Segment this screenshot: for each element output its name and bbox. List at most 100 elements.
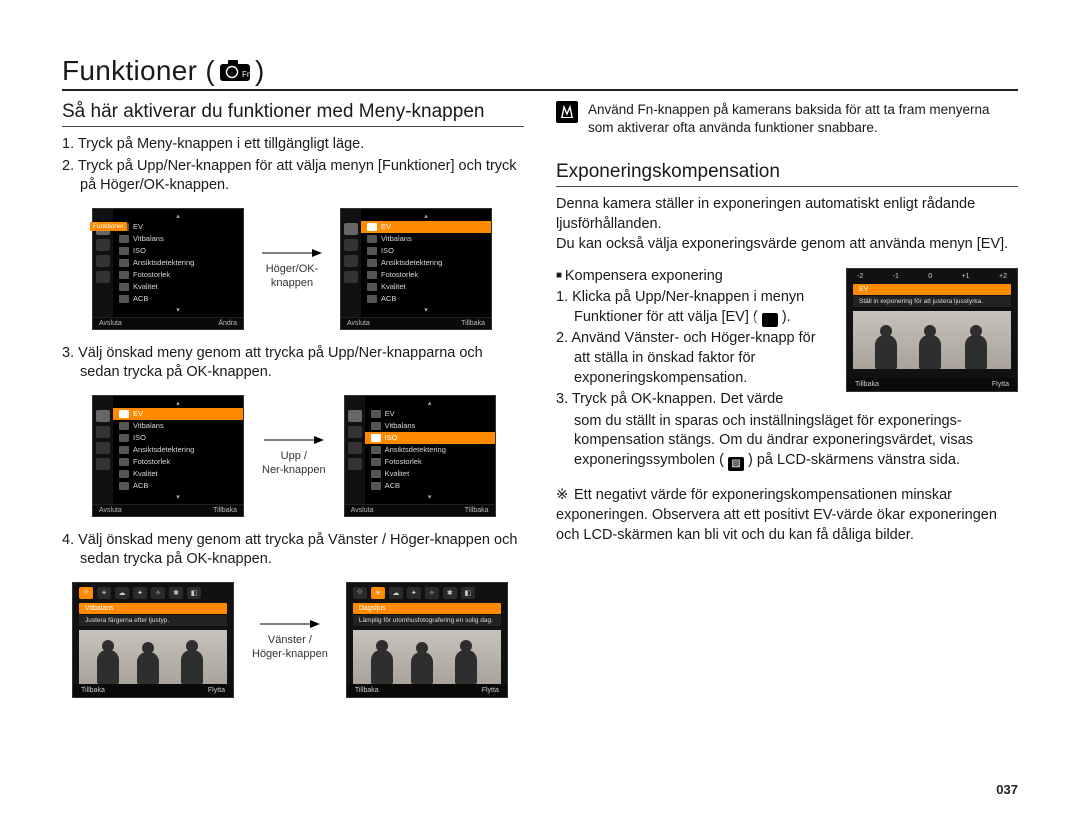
ev-step-3a: 3. Tryck på OK-knappen. Det värde — [574, 390, 830, 410]
menu-caret-icon: ▴ — [361, 211, 491, 221]
menu-item-label: EV — [381, 222, 391, 231]
wb-icon: ✦ — [133, 587, 147, 599]
footer-left: Tillbaka — [855, 381, 879, 388]
footer-left: Avsluta — [99, 320, 122, 327]
menu-item-label: Vitbalans — [381, 234, 412, 243]
menu-caret-icon: ▴ — [113, 211, 243, 221]
menu-item-label: ACB — [133, 294, 148, 303]
wb-icon: ☁ — [115, 587, 129, 599]
menu-item-label: ISO — [133, 433, 146, 442]
menu-item-label: Vitbalans — [385, 421, 416, 430]
step-1: 1. Tryck på Meny-knappen i ett tillgängl… — [80, 135, 524, 155]
footer-left: Tillbaka — [355, 687, 379, 694]
sidebar-highlight-label: Funktioner — [90, 222, 127, 231]
footer-right: Flytta — [482, 687, 499, 694]
ev-step-2: 2. Använd Vänster- och Höger-knapp för a… — [574, 329, 830, 388]
photo-hint: Lämplig för utomhusfotografering en soli… — [353, 615, 501, 626]
wb-icon: ✱ — [443, 587, 457, 599]
menu-item-label: Fotostorlek — [381, 270, 418, 279]
photo-screenshot-f: ⟐ ☀ ☁ ✦ ✧ ✱ ◧ Dagsljus Lämplig för utomh… — [346, 582, 508, 698]
ev-scale: -2 — [857, 273, 863, 280]
info-note-icon — [556, 101, 578, 123]
right-column: Använd Fn-knappen på kamerans baksida fö… — [556, 101, 1018, 712]
photo-screenshot-e: ⟐ ☀ ☁ ✦ ✧ ✱ ◧ Vitbalans Justera färgerna… — [72, 582, 234, 698]
menu-item-label: ISO — [133, 246, 146, 255]
side-icon — [344, 223, 358, 235]
ev-hint: Ställ in exponering för att justera ljus… — [853, 296, 1011, 307]
menu-screenshot-c: ▴ EV Vitbalans ISO Ansiktsdetektering Fo… — [92, 395, 244, 517]
menu-item-label: ISO — [381, 246, 394, 255]
footer-left: Avsluta — [99, 507, 122, 514]
menu-item-label: Ansiktsdetektering — [133, 445, 194, 454]
wb-icon: ◧ — [461, 587, 475, 599]
info-box: Använd Fn-knappen på kamerans baksida fö… — [556, 101, 1018, 137]
menu-item-label: Kvalitet — [385, 469, 410, 478]
side-icon — [344, 271, 358, 283]
menu-item-label: Kvalitet — [133, 469, 158, 478]
bullet-heading: Kompensera exponering — [556, 268, 830, 284]
menu-item-label: EV — [133, 409, 143, 418]
arrow-label: Upp / — [281, 450, 307, 464]
side-icon — [96, 255, 110, 267]
arrow-up-down: Upp / Ner-knappen — [262, 434, 326, 478]
ev-scale: +1 — [962, 273, 970, 280]
left-column: Så här aktiverar du funktioner med Meny-… — [62, 101, 524, 712]
footer-right: Tillbaka — [213, 507, 237, 514]
right-heading: Exponeringskompensation — [556, 161, 1018, 187]
arrow-label: knappen — [271, 277, 313, 291]
figure-row-3: ⟐ ☀ ☁ ✦ ✧ ✱ ◧ Vitbalans Justera färgerna… — [72, 582, 524, 698]
ev-compensation-icon: ▨ — [728, 457, 744, 471]
fn-camera-icon: Fn — [219, 59, 251, 83]
steps-list: 3. Välj önskad meny genom att trycka på … — [62, 344, 524, 383]
menu-item-label: ACB — [381, 294, 396, 303]
ev-step-3b-wrap: som du ställt in sparas och inställnings… — [556, 412, 1018, 471]
menu-item-label: Vitbalans — [133, 234, 164, 243]
left-heading: Så här aktiverar du funktioner med Meny-… — [62, 101, 524, 127]
menu-item-label: EV — [133, 222, 143, 231]
wb-icon: ☀ — [97, 587, 111, 599]
wb-icon: ⟐ — [79, 587, 93, 599]
menu-caret-icon: ▾ — [361, 305, 491, 315]
side-icon — [344, 239, 358, 251]
ev-label: EV — [853, 284, 1011, 295]
menu-item-label: Fotostorlek — [385, 457, 422, 466]
ev-scale: +2 — [999, 273, 1007, 280]
ev-screenshot: -2 -1 0 +1 +2 EV Ställ in exponering för… — [846, 268, 1018, 392]
ev-compensation-icon: ▨ — [762, 313, 778, 327]
menu-item-label: ISO — [385, 433, 398, 442]
menu-item-label: Ansiktsdetektering — [133, 258, 194, 267]
arrow-label: Ner-knappen — [262, 464, 326, 478]
footer-right: Tillbaka — [461, 320, 485, 327]
wb-icon: ✦ — [407, 587, 421, 599]
ev-scale: 0 — [928, 273, 932, 280]
wb-icon: ⟐ — [353, 587, 367, 599]
note-prefix: ※ — [556, 485, 574, 505]
right-para-2: Du kan också välja exponeringsvärde geno… — [556, 235, 1018, 255]
photo-label: Dagsljus — [353, 603, 501, 614]
menu-item-label: EV — [385, 409, 395, 418]
content-columns: Så här aktiverar du funktioner med Meny-… — [62, 101, 1018, 712]
footer-right: Flytta — [992, 381, 1009, 388]
footer-left: Tillbaka — [81, 687, 105, 694]
footer-right: Tillbaka — [465, 507, 489, 514]
wb-icon: ✱ — [169, 587, 183, 599]
ev-instruction-block: Kompensera exponering 1. Klicka på Upp/N… — [556, 268, 1018, 412]
page-title-close: ) — [255, 55, 265, 87]
menu-item-label: Ansiktsdetektering — [381, 258, 442, 267]
menu-item-label: ACB — [385, 481, 400, 490]
page-title: Funktioner ( — [62, 55, 215, 87]
figure-row-2: ▴ EV Vitbalans ISO Ansiktsdetektering Fo… — [92, 395, 524, 517]
photo-label: Vitbalans — [79, 603, 227, 614]
ev-step-1-post: ). — [782, 309, 791, 325]
steps-list: 1. Tryck på Meny-knappen i ett tillgängl… — [62, 135, 524, 196]
figure-row-1: Funktioner ▴ EV Vitbalans ISO Ansiktsdet… — [92, 208, 524, 330]
footer-left: Avsluta — [347, 320, 370, 327]
right-para-1: Denna kamera ställer in exponeringen aut… — [556, 195, 1018, 234]
footer-right: Flytta — [208, 687, 225, 694]
menu-caret-icon: ▾ — [113, 305, 243, 315]
step-3: 3. Välj önskad meny genom att trycka på … — [80, 344, 524, 383]
footer-left: Avsluta — [351, 507, 374, 514]
steps-list: 4. Välj önskad meny genom att trycka på … — [62, 531, 524, 570]
photo-hint: Justera färgerna efter ljustyp. — [79, 615, 227, 626]
arrow-left-right: Vänster / Höger-knappen — [252, 618, 328, 662]
